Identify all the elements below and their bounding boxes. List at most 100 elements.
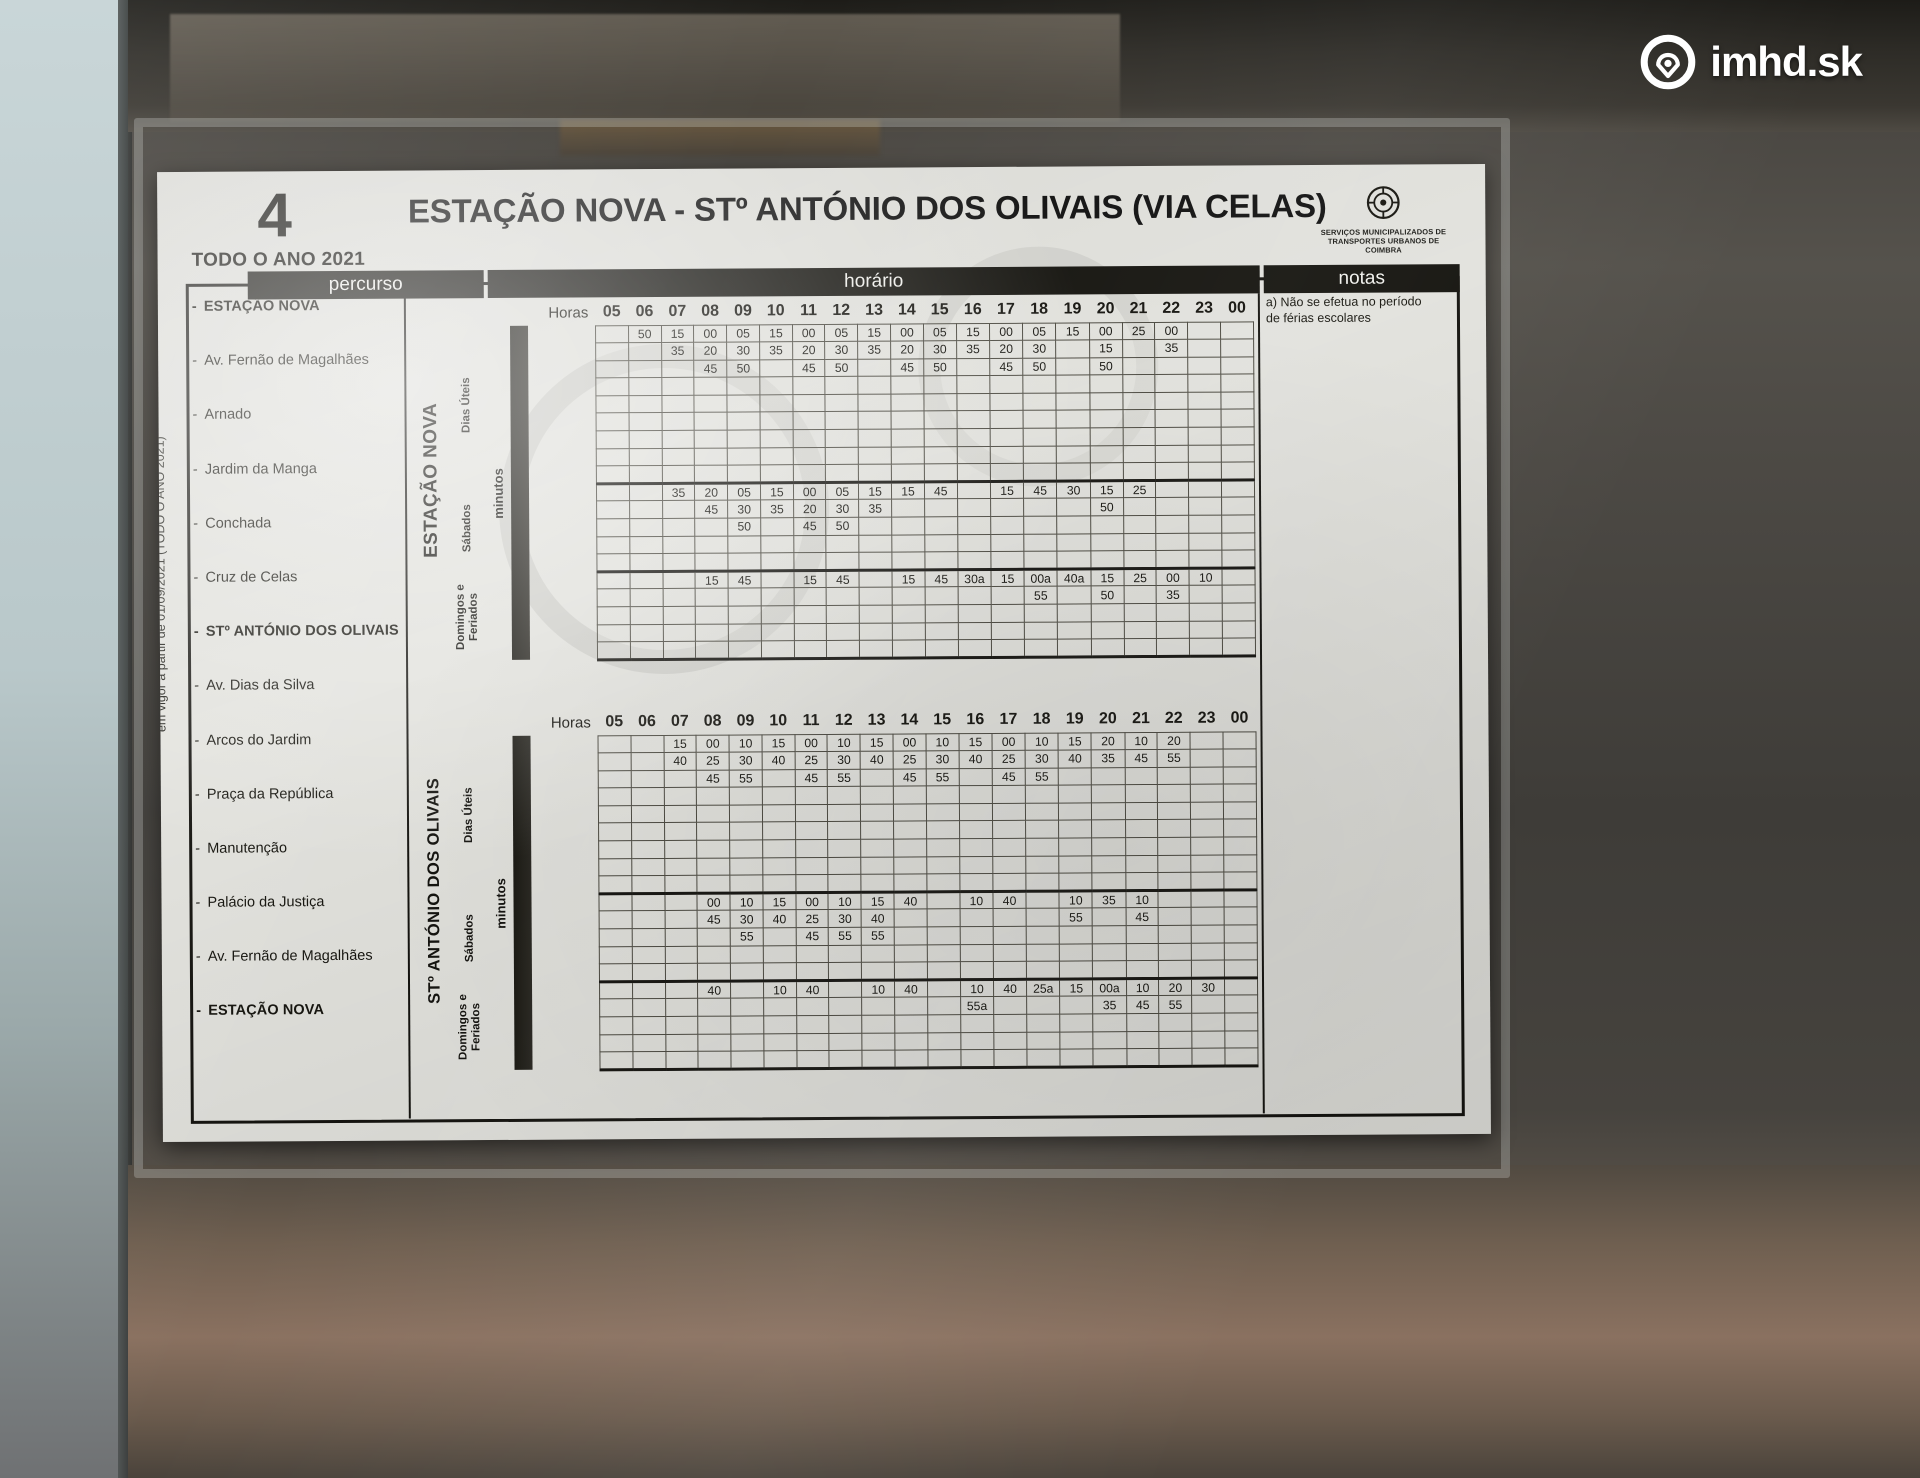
empty-cell [762, 874, 796, 893]
empty-cell [763, 1015, 797, 1034]
empty-cell [1155, 480, 1189, 498]
empty-cell [662, 623, 696, 642]
empty-cell [727, 429, 761, 448]
empty-cell [893, 786, 927, 804]
empty-cell [861, 944, 895, 963]
empty-cell [1222, 620, 1256, 639]
empty-cell [826, 640, 860, 659]
empty-cell [892, 640, 926, 658]
empty-cell [1122, 427, 1156, 446]
departure-minute-cell: 00 [697, 892, 731, 911]
empty-cell [697, 998, 731, 1017]
departure-minute-cell: 25 [794, 751, 828, 770]
empty-cell [1089, 410, 1123, 428]
departure-minute-cell: 30a [957, 569, 992, 588]
empty-cell [893, 821, 927, 840]
empty-cell [630, 624, 663, 642]
route-stop-label: STº ANTÓNIO DOS OLIVAIS [205, 622, 399, 640]
row-spacer [531, 806, 599, 824]
departure-minute-cell: 35 [759, 341, 793, 360]
departure-minute-cell: 10 [861, 979, 895, 998]
hour-column-header: 09 [736, 712, 755, 730]
empty-cell [957, 498, 991, 517]
empty-cell [1189, 638, 1223, 657]
empty-cell [1123, 621, 1157, 639]
empty-cell [695, 535, 729, 554]
empty-cell [923, 393, 957, 412]
departure-minute-cell: 40 [1058, 749, 1092, 768]
stop-bullet-icon: - [192, 461, 198, 478]
empty-cell [598, 805, 632, 824]
empty-cell [891, 499, 925, 518]
day-type-label-text: Dias Úteis [462, 787, 476, 844]
departure-minute-cell: 15 [991, 569, 1025, 587]
empty-cell [959, 838, 993, 857]
empty-cell [763, 945, 797, 964]
day-type-label-text: Dias Úteis [460, 377, 473, 434]
empty-cell [795, 821, 829, 840]
empty-cell [730, 875, 763, 893]
empty-cell [1092, 872, 1126, 891]
empty-cell [957, 516, 991, 535]
row-spacer [531, 735, 599, 753]
empty-cell [596, 430, 629, 449]
empty-cell [959, 926, 994, 945]
empty-cell [1156, 603, 1190, 622]
departure-minute-cell: 30 [729, 751, 763, 770]
hour-column-header: 19 [1063, 300, 1082, 318]
empty-cell [596, 571, 630, 590]
section-bar-horario: horário [487, 265, 1260, 299]
empty-cell [1090, 533, 1124, 552]
empty-cell [1156, 638, 1190, 657]
empty-cell [665, 1016, 699, 1035]
empty-cell [1126, 1013, 1160, 1032]
empty-cell [730, 998, 764, 1017]
empty-cell [994, 1049, 1027, 1068]
empty-cell [1191, 925, 1225, 943]
empty-cell [1025, 873, 1060, 892]
empty-cell [925, 604, 958, 623]
departure-minute-cell: 00 [795, 892, 829, 911]
empty-cell [1221, 462, 1255, 480]
operator-logo: SERVIÇOS MUNICIPALIZADOS DE TRANSPORTES … [1313, 184, 1453, 255]
empty-cell [1060, 1031, 1094, 1050]
section-bar-percurso: percurso [247, 270, 484, 300]
empty-cell [1155, 444, 1189, 463]
empty-cell [858, 393, 892, 412]
empty-cell [759, 394, 793, 413]
direction-label: ESTAÇÃO NOVA [414, 300, 450, 661]
empty-cell [1156, 620, 1190, 639]
empty-cell [598, 840, 632, 859]
departure-minute-cell: 40 [796, 980, 830, 999]
empty-cell [1158, 837, 1192, 856]
empty-cell [1057, 551, 1091, 569]
empty-cell [661, 359, 695, 378]
empty-cell [957, 551, 992, 570]
empty-cell [1023, 551, 1058, 570]
empty-cell [1188, 427, 1222, 445]
empty-cell [959, 820, 993, 839]
empty-cell [763, 1033, 797, 1052]
row-spacer [532, 947, 600, 965]
empty-cell [960, 1032, 995, 1050]
departure-minute-cell: 20 [890, 340, 924, 359]
empty-cell [661, 465, 695, 484]
departure-minute-cell: 10 [763, 980, 797, 999]
day-type-labels: Dias Úteis Sábados Domingos e Feriados [448, 326, 486, 661]
empty-cell [1092, 960, 1127, 979]
departure-minute-cell: 10 [960, 979, 994, 998]
row-spacer [529, 519, 597, 537]
stop-bullet-icon: - [195, 894, 201, 911]
empty-cell [599, 963, 633, 982]
departure-minute-cell: 30 [1025, 750, 1059, 768]
empty-cell [1056, 410, 1090, 429]
departure-minute-cell: 10 [925, 733, 959, 751]
empty-cell [1123, 497, 1157, 516]
empty-cell [923, 428, 957, 447]
empty-cell [859, 587, 893, 606]
minutes-axis-text: minutos [490, 467, 506, 519]
empty-cell [1125, 837, 1159, 856]
departure-minute-cell: 50 [825, 358, 859, 377]
empty-cell [796, 1015, 830, 1034]
day-type-label-text: Domingos e Feriados [454, 583, 480, 650]
